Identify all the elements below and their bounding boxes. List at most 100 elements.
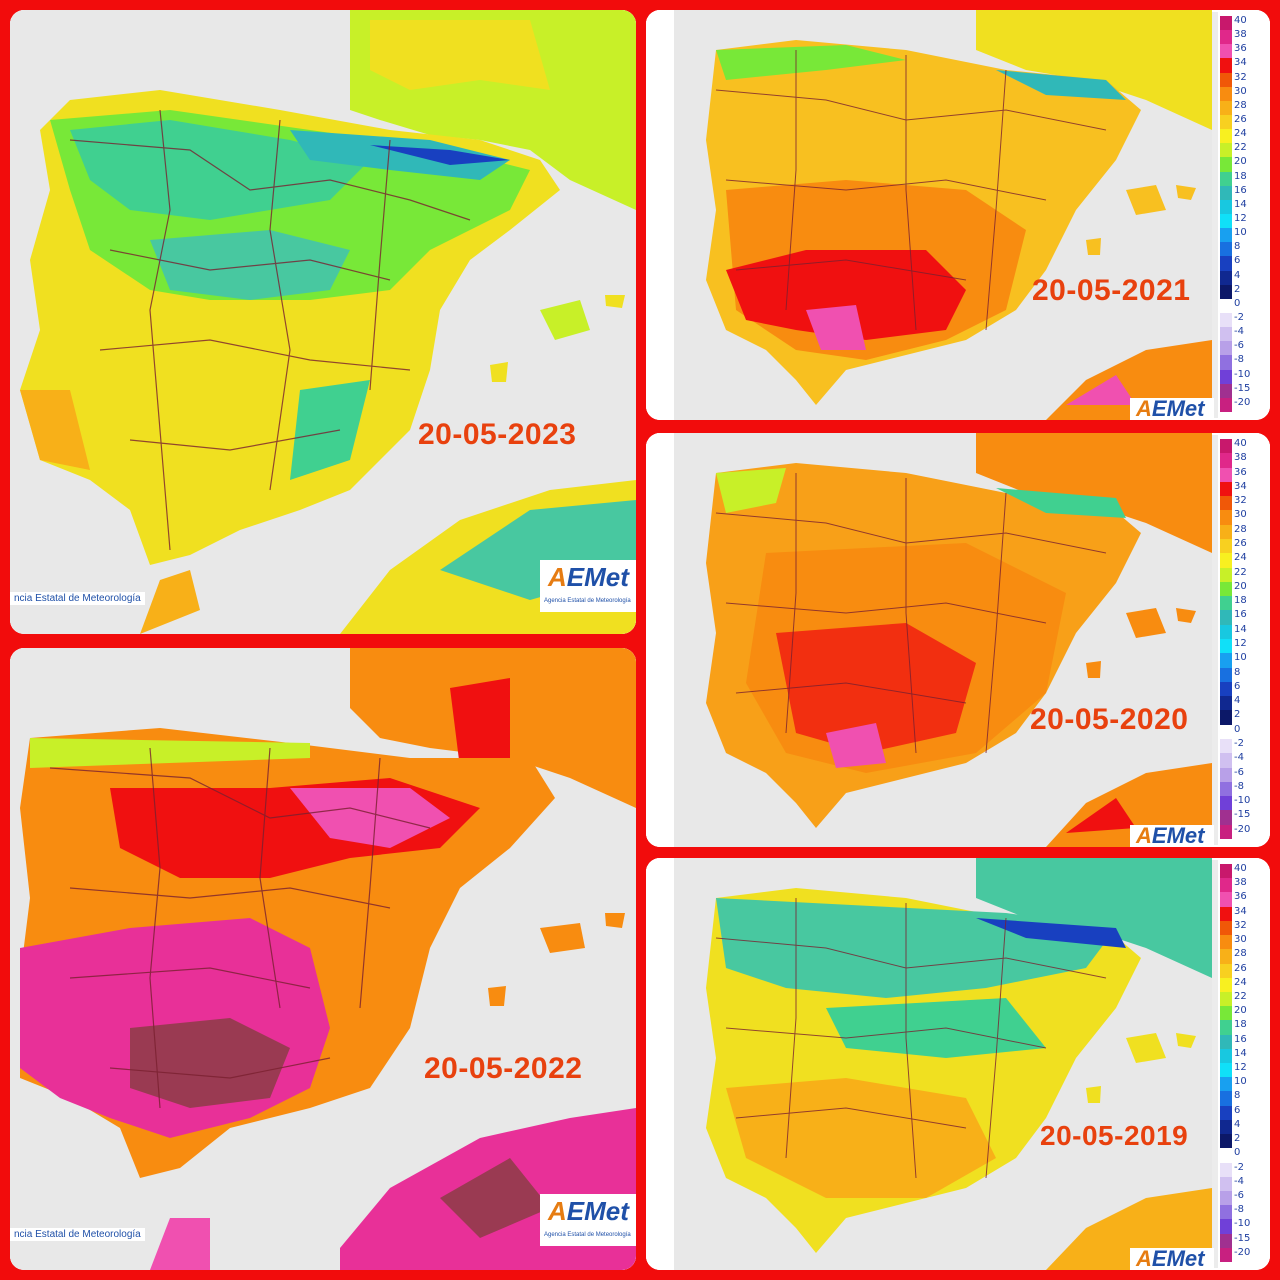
legend-swatch	[1220, 355, 1232, 371]
aemet-logo: AEMet	[1130, 823, 1214, 847]
legend-swatch	[1220, 44, 1232, 59]
legend-label: 8	[1234, 1090, 1241, 1102]
legend-swatch	[1220, 228, 1232, 243]
legend-label: 36	[1234, 891, 1247, 903]
legend-label: 8	[1234, 666, 1241, 678]
legend-swatch	[1220, 298, 1232, 314]
legend-swatch	[1220, 242, 1232, 257]
legend-swatch	[1220, 327, 1232, 342]
legend-label: 34	[1234, 57, 1247, 69]
legend-swatch	[1220, 467, 1232, 483]
legend-label: -20	[1234, 1246, 1251, 1258]
legend-label: -2	[1234, 312, 1244, 323]
legend-label: 2	[1234, 709, 1241, 721]
legend-label: 6	[1234, 680, 1241, 692]
temperature-legend: 40 38 36 34 32 30 28 26 24 22 20 18 16 14 12 10 8 6 4 2 0 -2-…	[1218, 858, 1270, 1270]
legend-swatch	[1220, 1105, 1232, 1121]
legend-swatch	[1220, 739, 1232, 754]
legend-swatch	[1220, 1119, 1232, 1135]
legend-label: -4	[1234, 752, 1244, 764]
legend-swatch	[1220, 1148, 1232, 1163]
legend-label: 26	[1234, 962, 1247, 974]
legend-swatch	[1220, 383, 1232, 399]
legend-label: 4	[1234, 1118, 1241, 1130]
legend-label: 34	[1234, 480, 1247, 492]
map-panel-2023: 20-05-2023 AEMet Agencia Estatal de Mete…	[10, 10, 636, 634]
temperature-map-2019	[646, 858, 1212, 1270]
legend-label: 28	[1234, 523, 1247, 535]
aemet-logo: AEMet	[1130, 1246, 1214, 1270]
legend-swatch	[1220, 58, 1232, 74]
legend-label: 38	[1234, 29, 1247, 41]
legend-label: 18	[1234, 595, 1247, 607]
legend-label: 0	[1234, 297, 1241, 309]
legend-swatch	[1220, 1219, 1232, 1235]
legend-swatch	[1220, 935, 1232, 950]
credit-text: ncia Estatal de Meteorología	[10, 592, 145, 605]
legend-swatch	[1220, 539, 1232, 554]
date-label-2019: 20-05-2019	[1040, 1120, 1189, 1151]
legend-label: -4	[1234, 1175, 1244, 1187]
legend-swatch	[1220, 214, 1232, 229]
legend-swatch	[1220, 824, 1232, 840]
legend-swatch	[1220, 878, 1232, 893]
legend-label: 38	[1234, 452, 1247, 464]
legend-label: 6	[1234, 1104, 1241, 1116]
legend-swatch	[1220, 496, 1232, 511]
legend-swatch	[1220, 453, 1232, 469]
legend-swatch	[1220, 1176, 1232, 1192]
temperature-map-2022	[10, 648, 636, 1270]
legend-label: 40	[1234, 863, 1247, 874]
legend-label: 6	[1234, 255, 1241, 267]
legend-swatch	[1220, 667, 1232, 683]
legend-label: -2	[1234, 738, 1244, 749]
legend-label: 36	[1234, 43, 1247, 55]
legend-label: 32	[1234, 495, 1247, 507]
temperature-map-2023	[10, 10, 636, 634]
legend-label: 36	[1234, 466, 1247, 478]
legend-swatch	[1220, 724, 1232, 740]
legend-label: 20	[1234, 156, 1247, 168]
legend-swatch	[1220, 949, 1232, 964]
legend-label: 34	[1234, 905, 1247, 917]
legend-swatch	[1220, 313, 1232, 328]
legend-label: -8	[1234, 354, 1244, 366]
legend-label: 18	[1234, 170, 1247, 182]
map-panel-2021: 20-05-2021 AEMet 40 38 36 34 32 30 28 26 24 22 20 1…	[646, 10, 1270, 420]
legend-label: 2	[1234, 1133, 1241, 1145]
legend-label: 22	[1234, 142, 1247, 154]
legend-swatch	[1220, 143, 1232, 158]
legend-swatch	[1220, 681, 1232, 697]
legend-swatch	[1220, 920, 1232, 936]
legend-swatch	[1220, 1247, 1232, 1263]
legend-swatch	[1220, 185, 1232, 201]
legend-label: -15	[1234, 1232, 1251, 1244]
legend-label: 32	[1234, 919, 1247, 931]
legend-swatch	[1220, 510, 1232, 526]
legend-label: 38	[1234, 877, 1247, 889]
legend-swatch	[1220, 1091, 1232, 1107]
legend-swatch	[1220, 129, 1232, 144]
map-panel-2019: 20-05-2019 AEMet 40 38 36 34 32 30 28 26 24 22 20 1…	[646, 858, 1270, 1270]
map-panel-2022: 20-05-2022 AEMet Agencia Estatal de Mete…	[10, 648, 636, 1270]
date-label-2023: 20-05-2023	[418, 418, 577, 451]
legend-swatch	[1220, 100, 1232, 116]
legend-swatch	[1220, 567, 1232, 583]
legend-label: 16	[1234, 609, 1247, 621]
legend-label: 22	[1234, 566, 1247, 578]
legend-swatch	[1220, 1063, 1232, 1078]
legend-label: 40	[1234, 438, 1247, 449]
date-label-2020: 20-05-2020	[1030, 703, 1189, 736]
temperature-map-2021	[646, 10, 1212, 420]
legend-swatch	[1220, 30, 1232, 45]
legend-label: -10	[1234, 1218, 1251, 1230]
legend-swatch	[1220, 906, 1232, 922]
legend-label: 20	[1234, 1005, 1247, 1017]
legend-swatch	[1220, 1020, 1232, 1036]
legend-label: 16	[1234, 1033, 1247, 1045]
legend-label: -15	[1234, 382, 1251, 394]
legend-swatch	[1220, 481, 1232, 497]
legend-swatch	[1220, 639, 1232, 654]
legend-swatch	[1220, 341, 1232, 356]
legend-label: 40	[1234, 15, 1247, 26]
